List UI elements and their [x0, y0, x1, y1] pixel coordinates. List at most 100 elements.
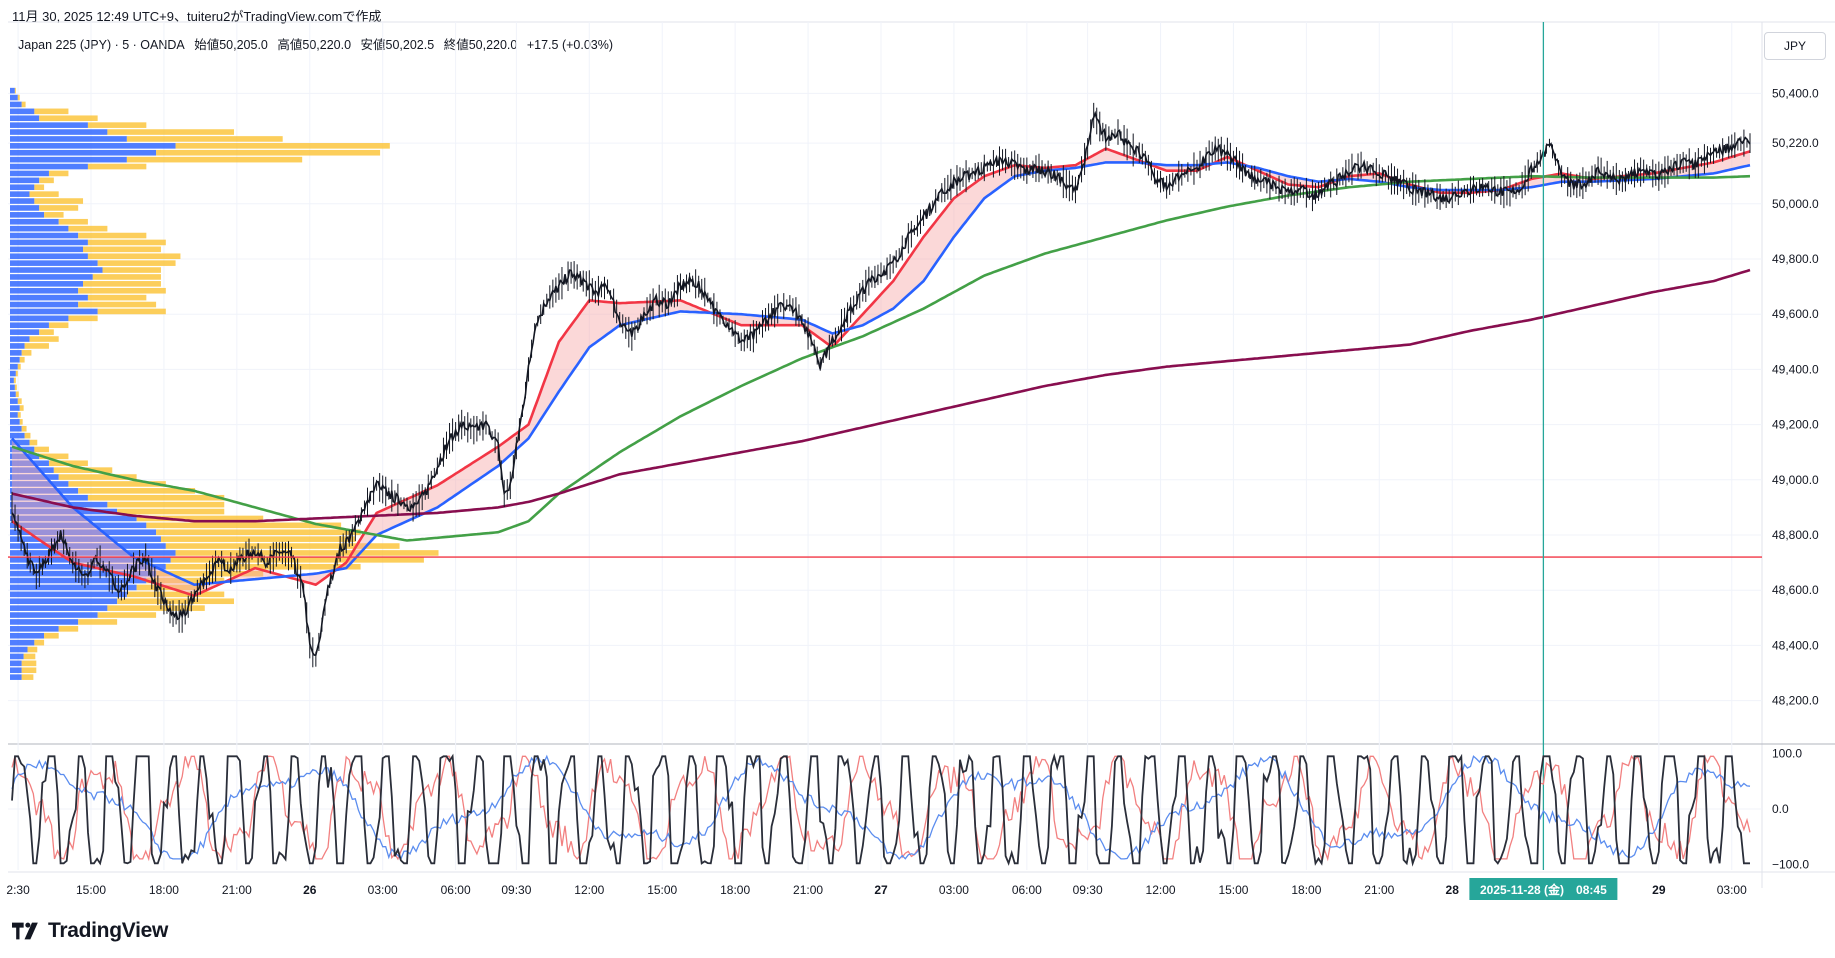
volume-bar-sell — [87, 294, 147, 301]
volume-bar-sell — [165, 563, 361, 570]
volume-bar-buy — [10, 639, 35, 646]
brand-name: TradingView — [48, 919, 169, 942]
legend-symbol[interactable]: Japan 225 (JPY) · 5 · OANDA — [18, 38, 185, 52]
volume-bar-sell — [24, 432, 31, 439]
volume-bar-sell — [136, 515, 264, 522]
volume-bar-sell — [175, 550, 439, 556]
volume-bar-buy — [10, 605, 108, 611]
time-tick-label: 06:00 — [441, 883, 471, 897]
price-tick-label: 48,600.0 — [1772, 583, 1819, 597]
volume-bar-buy — [10, 508, 118, 515]
volume-bar-buy — [10, 591, 127, 598]
volume-bar-buy — [10, 225, 69, 232]
volume-bar-sell — [126, 136, 283, 142]
volume-bar-sell — [44, 212, 64, 218]
volume-bar-buy — [10, 143, 176, 149]
volume-bar-buy — [10, 474, 59, 480]
volume-bar-buy — [10, 246, 84, 253]
volume-bar-buy — [10, 674, 22, 680]
tradingview-brand[interactable]: TradingView — [12, 919, 168, 943]
volume-bar-buy — [10, 460, 49, 467]
volume-bar-sell — [117, 508, 225, 515]
osc-main-line — [11, 753, 1750, 867]
time-tick-label: 29 — [1652, 883, 1666, 897]
osc-slow-line — [11, 754, 1751, 861]
volume-bar-buy — [10, 425, 22, 432]
volume-bar-sell — [29, 191, 59, 197]
volume-bar-buy — [10, 184, 35, 191]
volume-bar-sell — [29, 336, 59, 342]
overlays: 2025-11-28 (金) 08:45 — [8, 22, 1762, 900]
volume-bar-sell — [21, 350, 32, 356]
volume-bar-sell — [126, 591, 225, 598]
volume-bar-sell — [39, 177, 54, 184]
volume-bar-buy — [10, 584, 137, 591]
volume-bar-buy — [10, 557, 171, 563]
price-tick-label: 49,400.0 — [1772, 362, 1819, 376]
volume-bar-sell — [17, 94, 20, 101]
volume-bar-sell — [21, 101, 26, 108]
volume-bar-sell — [48, 322, 69, 329]
volume-bar-sell — [68, 225, 108, 232]
time-tick-label: 2:30 — [6, 883, 30, 897]
grid — [8, 21, 1835, 888]
volume-bar-buy — [10, 343, 25, 349]
time-tick-label: 27 — [874, 883, 888, 897]
volume-bar-buy — [10, 550, 176, 556]
volume-bar-buy — [10, 515, 137, 522]
volume-bar-buy — [10, 253, 88, 260]
legend-close: 終値50,220.0 — [443, 38, 518, 52]
time-tick-label: 15:00 — [647, 883, 677, 897]
volume-bar-buy — [10, 308, 98, 315]
volume-bar-buy — [10, 494, 88, 501]
volume-bar-sell — [34, 184, 45, 191]
volume-bar-buy — [10, 363, 18, 370]
time-tick-label: 15:00 — [1218, 883, 1248, 897]
time-tick-label: 09:30 — [501, 883, 531, 897]
oscillator-pane — [11, 753, 1751, 867]
volume-bar-buy — [10, 391, 16, 398]
time-tick-label: 06:00 — [1012, 883, 1042, 897]
price-tick-label: 48,200.0 — [1772, 694, 1819, 708]
volume-bar-sell — [175, 143, 390, 149]
ema-long-line — [11, 268, 1751, 523]
volume-bar-buy — [10, 432, 25, 439]
volume-bar-buy — [10, 377, 14, 384]
time-tick-label: 21:00 — [222, 883, 252, 897]
volume-bar-sell — [87, 122, 147, 128]
volume-bar-sell — [97, 612, 157, 618]
volume-bar-buy — [10, 577, 147, 584]
currency-button[interactable]: JPY — [1764, 32, 1826, 60]
volume-bar-buy — [10, 660, 22, 667]
volume-bar-sell — [97, 260, 176, 266]
volume-bar-buy — [10, 239, 88, 246]
volume-bar-sell — [48, 170, 69, 177]
volume-bar-sell — [29, 439, 38, 446]
volume-bar-buy — [10, 667, 22, 674]
volume-bar-buy — [10, 87, 15, 94]
volume-bar-buy — [10, 626, 59, 632]
volume-bar-buy — [10, 274, 93, 280]
volume-bar-sell — [160, 536, 356, 542]
volume-bar-sell — [58, 474, 137, 480]
volume-bar-sell — [39, 205, 79, 211]
volume-bar-buy — [10, 336, 30, 342]
axes: 48,200.0 48,400.0 48,600.0 48,800.0 49,000.0… — [6, 86, 1819, 897]
price-tick-label: 49,200.0 — [1772, 418, 1819, 432]
volume-bar-sell — [15, 391, 19, 398]
volume-bar-sell — [156, 529, 361, 536]
time-tick-label: 28 — [1446, 883, 1460, 897]
volume-bar-buy — [10, 205, 40, 211]
time-tick-label: 18:00 — [1291, 883, 1321, 897]
volume-bar-buy — [10, 481, 69, 487]
volume-bar-sell — [48, 460, 88, 467]
osc-tick-label: −100.0 — [1772, 857, 1809, 871]
symbol-legend: Japan 225 (JPY) · 5 · OANDA 始値50,205.0 高… — [18, 34, 619, 53]
volume-bar-sell — [117, 598, 234, 605]
osc-tick-label: 0.0 — [1772, 802, 1789, 816]
volume-bar-buy — [10, 267, 103, 273]
volume-bar-sell — [68, 315, 98, 322]
time-tick-label: 18:00 — [149, 883, 179, 897]
volume-bar-buy — [10, 163, 88, 170]
